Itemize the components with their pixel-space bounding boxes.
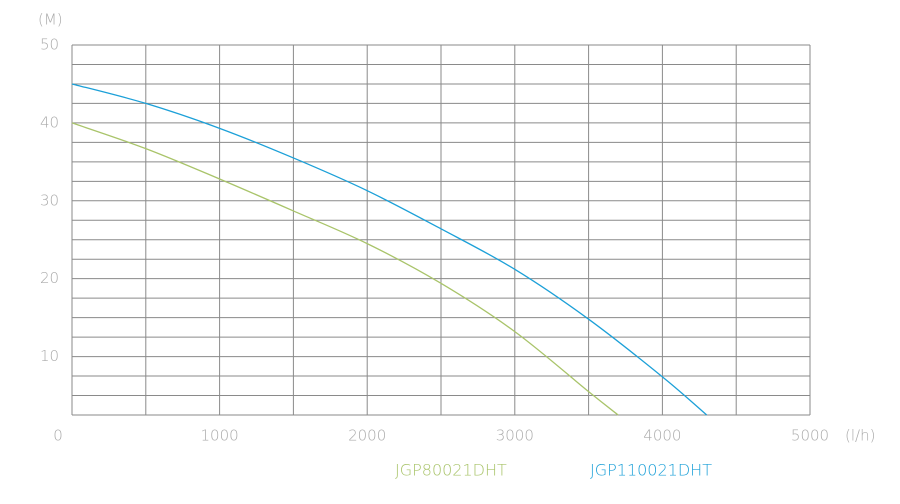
legend-label: JGP80021DHT: [395, 461, 507, 480]
y-tick-label: 20: [40, 269, 59, 287]
x-tick-label: 4000: [643, 427, 681, 445]
x-tick-label: 1000: [201, 427, 239, 445]
x-tick-label: 3000: [496, 427, 534, 445]
x-tick-label: 5000: [791, 427, 829, 445]
y-axis-label: (M): [38, 11, 63, 29]
y-tick-label: 10: [40, 347, 59, 365]
x-tick-label: 0: [53, 427, 63, 445]
x-axis-label: (l/h): [845, 427, 875, 445]
x-tick-label: 2000: [348, 427, 386, 445]
y-tick-label: 50: [40, 36, 59, 54]
y-tick-label: 30: [40, 191, 59, 209]
series-line: [71, 122, 619, 416]
series-line: [71, 83, 708, 416]
y-tick-label: 40: [40, 113, 59, 131]
legend-label: JGP110021DHT: [590, 461, 712, 480]
